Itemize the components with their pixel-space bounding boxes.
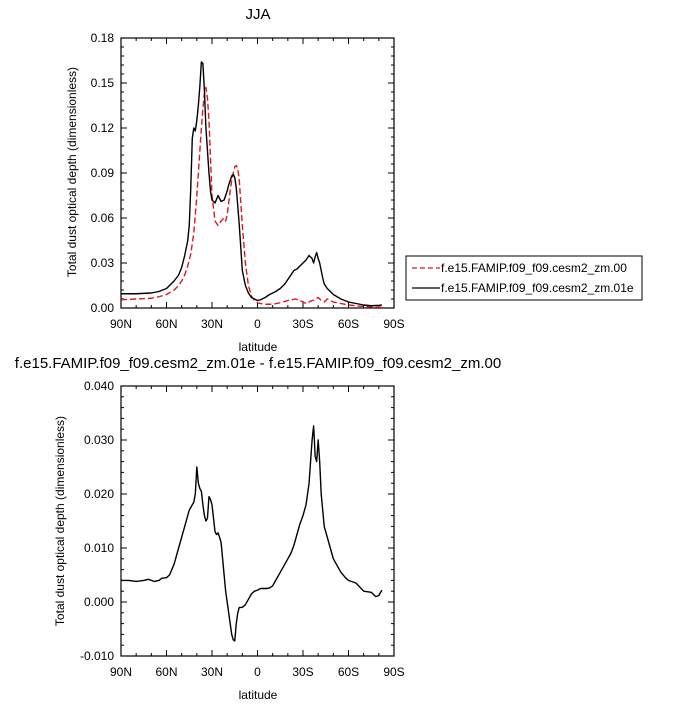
bottom-chart-title: f.e15.FAMIP.f09_f09.cesm2_zm.01e - f.e15… <box>15 355 501 372</box>
top-y-tick-label: 0.00 <box>91 301 115 315</box>
top-chart-title: JJA <box>245 6 270 23</box>
bottom-plot-area: 90N 60N 30N 0 30S 60S 90S -0.010 0.000 0.010 0.020… <box>80 379 405 679</box>
bottom-y-tick-label: 0.010 <box>84 541 114 555</box>
legend-label-series-00: f.e15.FAMIP.f09_f09.cesm2_zm.00 <box>441 261 627 275</box>
legend-box <box>405 255 643 301</box>
legend: f.e15.FAMIP.f09_f09.cesm2_zm.00 f.e15.FA… <box>405 255 643 301</box>
top-y-tick-label: 0.03 <box>91 256 115 270</box>
bottom-x-tick-label: 90S <box>383 665 404 679</box>
top-x-tick-label: 30N <box>201 317 223 331</box>
legend-label-series-01e: f.e15.FAMIP.f09_f09.cesm2_zm.01e <box>441 281 634 295</box>
top-series-line-0 <box>120 86 382 308</box>
top-y-axis-label: Total dust optical depth (dimensionless) <box>65 67 79 277</box>
top-plot-area: 90N 60N 30N 0 30S 60S 90S 0.00 0.03 0.06 0.09 0.12 0… <box>91 31 405 331</box>
top-y-tick-label: 0.18 <box>91 31 115 45</box>
bottom-plot-frame <box>120 385 395 657</box>
bottom-y-tick-label: 0.030 <box>84 433 114 447</box>
bottom-x-tick-label: 60N <box>155 665 177 679</box>
bottom-y-tick-label: 0.000 <box>84 595 114 609</box>
top-x-tick-label: 60S <box>338 317 359 331</box>
bottom-x-axis-label: latitude <box>239 688 278 702</box>
bottom-x-tick-label: 30N <box>201 665 223 679</box>
top-y-tick-label: 0.15 <box>91 76 115 90</box>
bottom-x-tick-label: 60S <box>338 665 359 679</box>
bottom-y-tick-label: -0.010 <box>80 649 114 663</box>
bottom-panel: f.e15.FAMIP.f09_f09.cesm2_zm.01e - f.e15… <box>15 355 501 702</box>
top-plot-frame <box>120 37 395 309</box>
top-y-tick-label: 0.06 <box>91 211 115 225</box>
bottom-y-tick-label: 0.040 <box>84 379 114 393</box>
top-series-line-1 <box>121 61 382 307</box>
bottom-x-tick-label: 30S <box>292 665 313 679</box>
bottom-y-axis-label: Total dust optical depth (dimensionless) <box>53 416 67 626</box>
top-x-tick-label: 30S <box>292 317 313 331</box>
bottom-y-tick-label: 0.020 <box>84 487 114 501</box>
top-x-tick-label: 60N <box>155 317 177 331</box>
top-x-axis-label: latitude <box>239 340 278 354</box>
top-y-tick-label: 0.12 <box>91 121 115 135</box>
top-x-tick-label: 0 <box>254 317 261 331</box>
top-panel: JJA 90N 60N 30N 0 30S 60S 90S 0.00 0.03 0.06 0.09 0… <box>65 6 405 354</box>
top-x-tick-label: 90S <box>383 317 404 331</box>
bottom-x-tick-label: 0 <box>254 665 261 679</box>
bottom-series-line-0 <box>121 425 383 642</box>
top-x-tick-label: 90N <box>110 317 132 331</box>
bottom-x-tick-label: 90N <box>110 665 132 679</box>
top-y-tick-label: 0.09 <box>91 166 115 180</box>
